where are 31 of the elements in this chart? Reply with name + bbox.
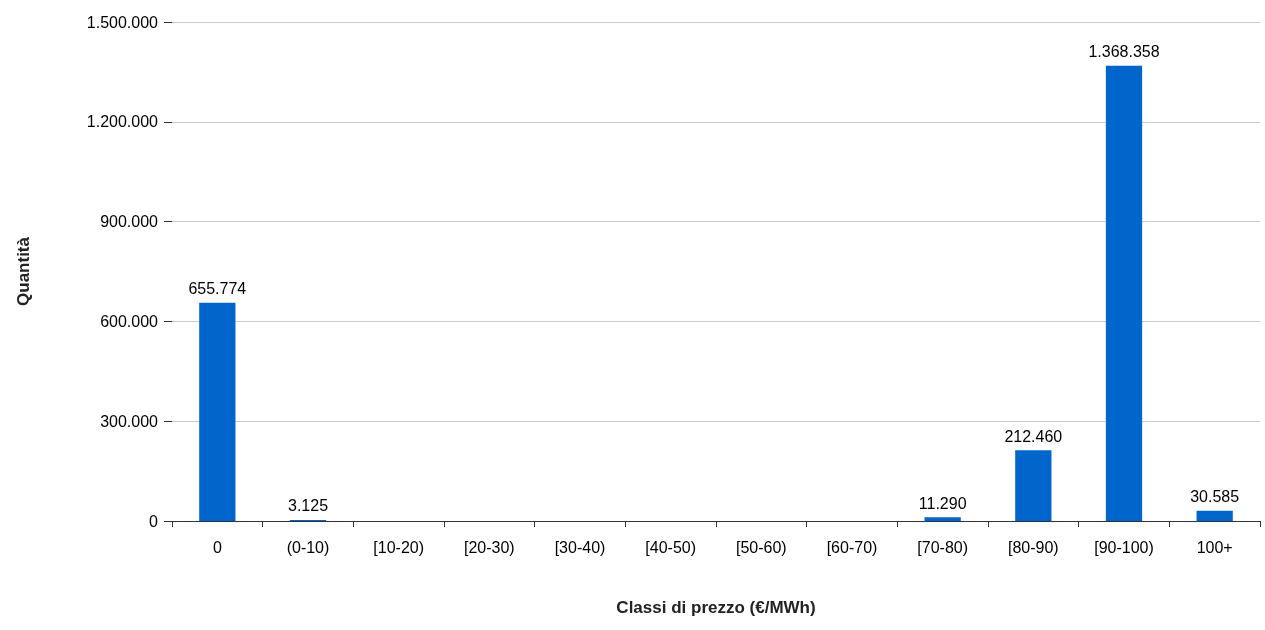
y-tick-label: 1.500.000 bbox=[86, 13, 159, 31]
y-axis-title: Quantità bbox=[14, 236, 33, 306]
bar bbox=[1105, 65, 1143, 521]
x-axis-title: Classi di prezzo (€/MWh) bbox=[616, 598, 816, 617]
x-tick-label: [30-40) bbox=[554, 538, 606, 556]
bar bbox=[924, 517, 961, 521]
y-tick-label: 900.000 bbox=[100, 213, 159, 231]
x-tick-label: [90-100) bbox=[1094, 538, 1154, 556]
x-tick-label: 0 bbox=[212, 538, 222, 556]
data-label: 1.368.358 bbox=[1088, 43, 1160, 61]
data-label: 655.774 bbox=[188, 280, 247, 298]
x-tick-label: (0-10) bbox=[286, 538, 330, 556]
y-tick-label: 1.200.000 bbox=[86, 113, 159, 131]
data-label: 212.460 bbox=[1004, 427, 1063, 445]
y-tick-label: 600.000 bbox=[100, 312, 159, 330]
data-label: 3.125 bbox=[287, 497, 329, 515]
data-label: 11.290 bbox=[918, 494, 967, 512]
x-tick-label: [80-90) bbox=[1007, 538, 1059, 556]
y-tick-label: 300.000 bbox=[100, 412, 159, 430]
x-tick-label: [50-60) bbox=[735, 538, 787, 556]
x-tick-label: [60-70) bbox=[826, 538, 878, 556]
bar bbox=[1015, 450, 1052, 521]
x-tick-label: 100+ bbox=[1196, 538, 1233, 556]
x-tick-label: [40-50) bbox=[645, 538, 697, 556]
x-tick-label: [70-80) bbox=[917, 538, 969, 556]
y-tick-label: 0 bbox=[149, 512, 159, 530]
x-tick-label: [10-20) bbox=[373, 538, 425, 556]
data-label: 30.585 bbox=[1190, 488, 1240, 506]
x-tick-label: [20-30) bbox=[463, 538, 515, 556]
bar bbox=[199, 302, 236, 521]
bar bbox=[1196, 510, 1233, 521]
